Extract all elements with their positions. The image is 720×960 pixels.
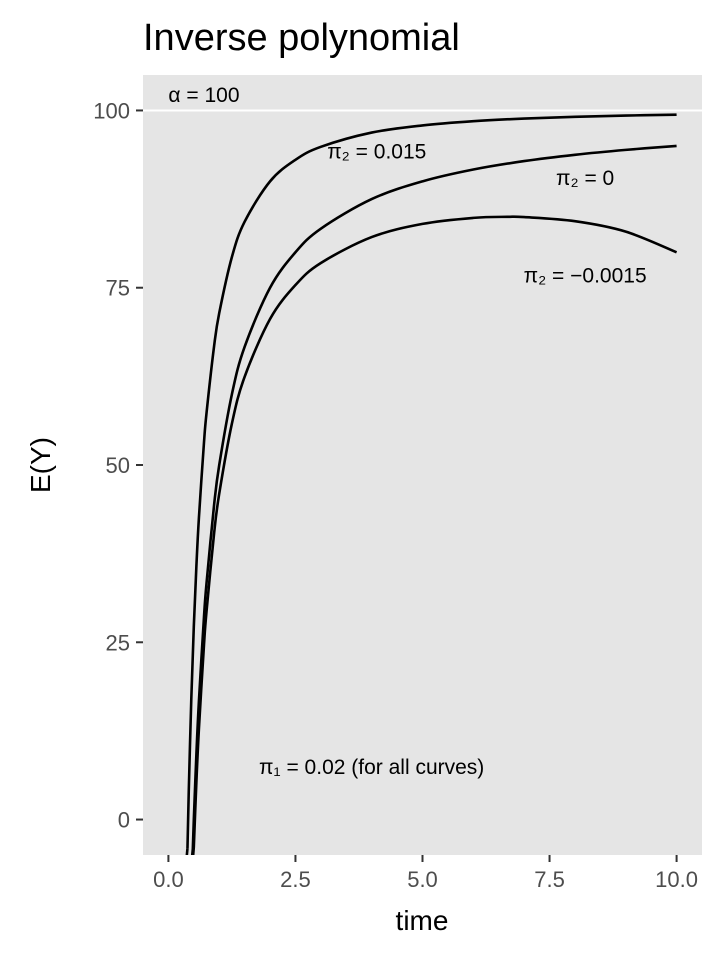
annotation-1: α = 100 — [168, 84, 239, 107]
y-tick-label: 50 — [106, 453, 130, 478]
x-tick-label: 0.0 — [153, 867, 184, 892]
y-tick-label: 25 — [106, 630, 130, 655]
y-axis: 0 25 50 75 100 — [93, 98, 143, 833]
y-tick-label: 75 — [106, 276, 130, 301]
x-axis: 0.0 2.5 5.0 7.5 10.0 — [153, 855, 698, 892]
plot-panel — [143, 75, 702, 855]
annotation-2: π₂ = 0.015 — [327, 141, 426, 164]
curves — [185, 113, 678, 855]
x-tick-label: 5.0 — [407, 867, 438, 892]
x-axis-title: time — [396, 905, 449, 936]
curve-3 — [191, 215, 678, 855]
annotation-5: π₁ = 0.02 (for all curves) — [259, 756, 484, 779]
annotations: α = 100 π₂ = 0.015 π₂ = 0 π₂ = −0.0015 π₁ = … — [168, 84, 646, 779]
annotation-3: π₂ = 0 — [556, 167, 614, 190]
x-tick-label: 10.0 — [655, 867, 698, 892]
x-tick-label: 7.5 — [534, 867, 565, 892]
curve-1 — [185, 113, 677, 855]
y-axis-title: E(Y) — [25, 437, 56, 493]
annotation-4: π₂ = −0.0015 — [524, 265, 647, 288]
x-tick-label: 2.5 — [280, 867, 311, 892]
y-tick-label: 100 — [93, 98, 130, 123]
y-tick-label: 0 — [118, 808, 130, 833]
chart-title: Inverse polynomial — [143, 17, 460, 59]
